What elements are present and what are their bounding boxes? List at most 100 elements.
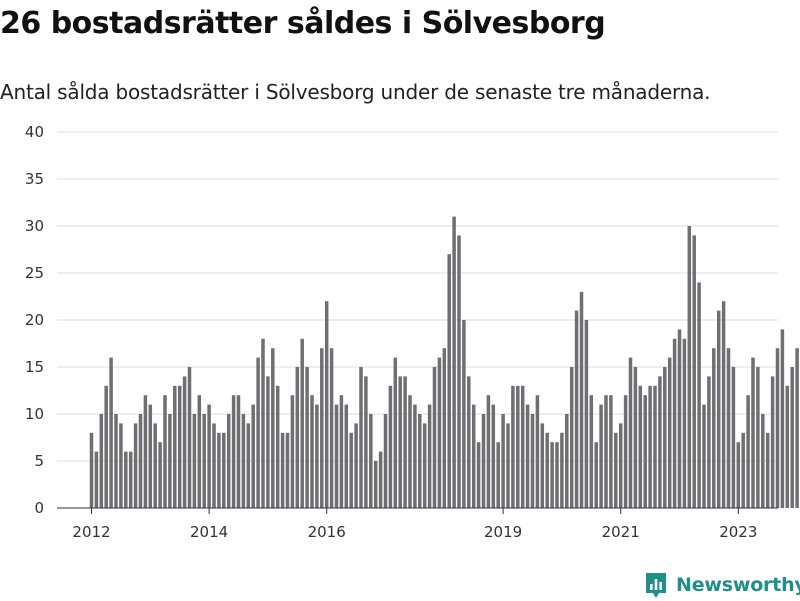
bar — [712, 348, 716, 508]
bar — [496, 442, 500, 508]
bar — [418, 414, 422, 508]
bar — [452, 216, 456, 508]
bar — [511, 385, 515, 508]
brand-name: Newsworthy — [676, 574, 800, 596]
bar — [462, 320, 466, 508]
bar — [692, 235, 696, 508]
bar — [780, 329, 785, 508]
bar — [403, 376, 407, 508]
bar — [481, 414, 486, 508]
bar — [192, 414, 197, 508]
bar — [667, 357, 672, 508]
y-tick-label: 25 — [25, 264, 44, 282]
chart-bars — [89, 216, 799, 508]
bar — [569, 367, 574, 508]
bar — [310, 395, 314, 508]
bar — [349, 432, 353, 508]
bar — [535, 395, 540, 508]
bar — [182, 376, 187, 508]
x-tick-label: 2014 — [190, 523, 228, 541]
bar — [133, 423, 138, 508]
bar — [408, 395, 412, 508]
bar — [756, 367, 760, 508]
bar — [467, 376, 471, 508]
bar — [565, 414, 569, 508]
bar — [202, 414, 206, 508]
bar — [119, 423, 123, 508]
bar — [751, 357, 755, 508]
y-tick-label: 35 — [25, 170, 44, 188]
bar — [143, 395, 148, 508]
bar — [677, 329, 682, 508]
bar — [545, 432, 549, 508]
bar — [148, 404, 153, 508]
bar — [231, 395, 236, 508]
bar — [628, 357, 633, 508]
bar — [128, 451, 133, 508]
bar — [702, 404, 706, 508]
y-tick-label: 15 — [25, 358, 44, 376]
bar — [373, 461, 378, 508]
chart-grid — [57, 131, 778, 462]
newsworthy-logo-icon — [646, 573, 666, 598]
bar — [285, 432, 290, 508]
bar — [491, 404, 496, 508]
bar — [207, 404, 211, 508]
bar — [329, 348, 334, 508]
y-tick-label: 10 — [25, 405, 44, 423]
bar — [187, 367, 192, 508]
bar — [168, 414, 172, 508]
bar — [437, 357, 442, 508]
bar — [785, 385, 790, 508]
bar — [427, 404, 432, 508]
bar — [217, 432, 221, 508]
bar — [648, 385, 652, 508]
y-tick-label: 30 — [25, 217, 44, 235]
bar — [94, 451, 99, 508]
bar — [163, 395, 167, 508]
y-tick-label: 5 — [34, 452, 44, 470]
x-tick-label: 2019 — [484, 523, 522, 541]
bar — [765, 432, 770, 508]
bar — [295, 367, 300, 508]
bar — [516, 385, 520, 508]
bar — [638, 385, 643, 508]
bar — [280, 432, 285, 508]
bar — [471, 404, 476, 508]
bar — [222, 432, 226, 508]
bar — [594, 442, 598, 508]
bar — [359, 367, 363, 508]
brand-logo: Newsworthy — [644, 569, 800, 601]
bar — [663, 367, 667, 508]
bar — [369, 414, 373, 508]
chart-axes — [57, 507, 778, 514]
bar — [476, 442, 481, 508]
bar — [682, 338, 687, 508]
bar — [290, 395, 295, 508]
y-tick-label: 0 — [34, 499, 44, 517]
bar — [153, 423, 157, 508]
bar — [618, 423, 623, 508]
bar — [457, 235, 461, 508]
bar — [770, 376, 775, 508]
bar — [790, 367, 794, 508]
bar — [447, 254, 451, 508]
page-subtitle: Antal sålda bostadsrätter i Sölvesborg u… — [0, 80, 711, 104]
x-tick-label: 2012 — [72, 523, 110, 541]
bar — [658, 376, 662, 508]
bar — [707, 376, 711, 508]
bar — [530, 414, 535, 508]
bar — [251, 404, 255, 508]
bar — [506, 423, 510, 508]
bar — [609, 395, 613, 508]
y-tick-label: 20 — [25, 311, 44, 329]
bar — [177, 385, 182, 508]
bar — [99, 414, 104, 508]
bar — [241, 414, 246, 508]
bar — [124, 451, 128, 508]
bar — [413, 404, 417, 508]
bar — [320, 348, 324, 508]
bar — [261, 338, 265, 508]
bar — [599, 404, 603, 508]
